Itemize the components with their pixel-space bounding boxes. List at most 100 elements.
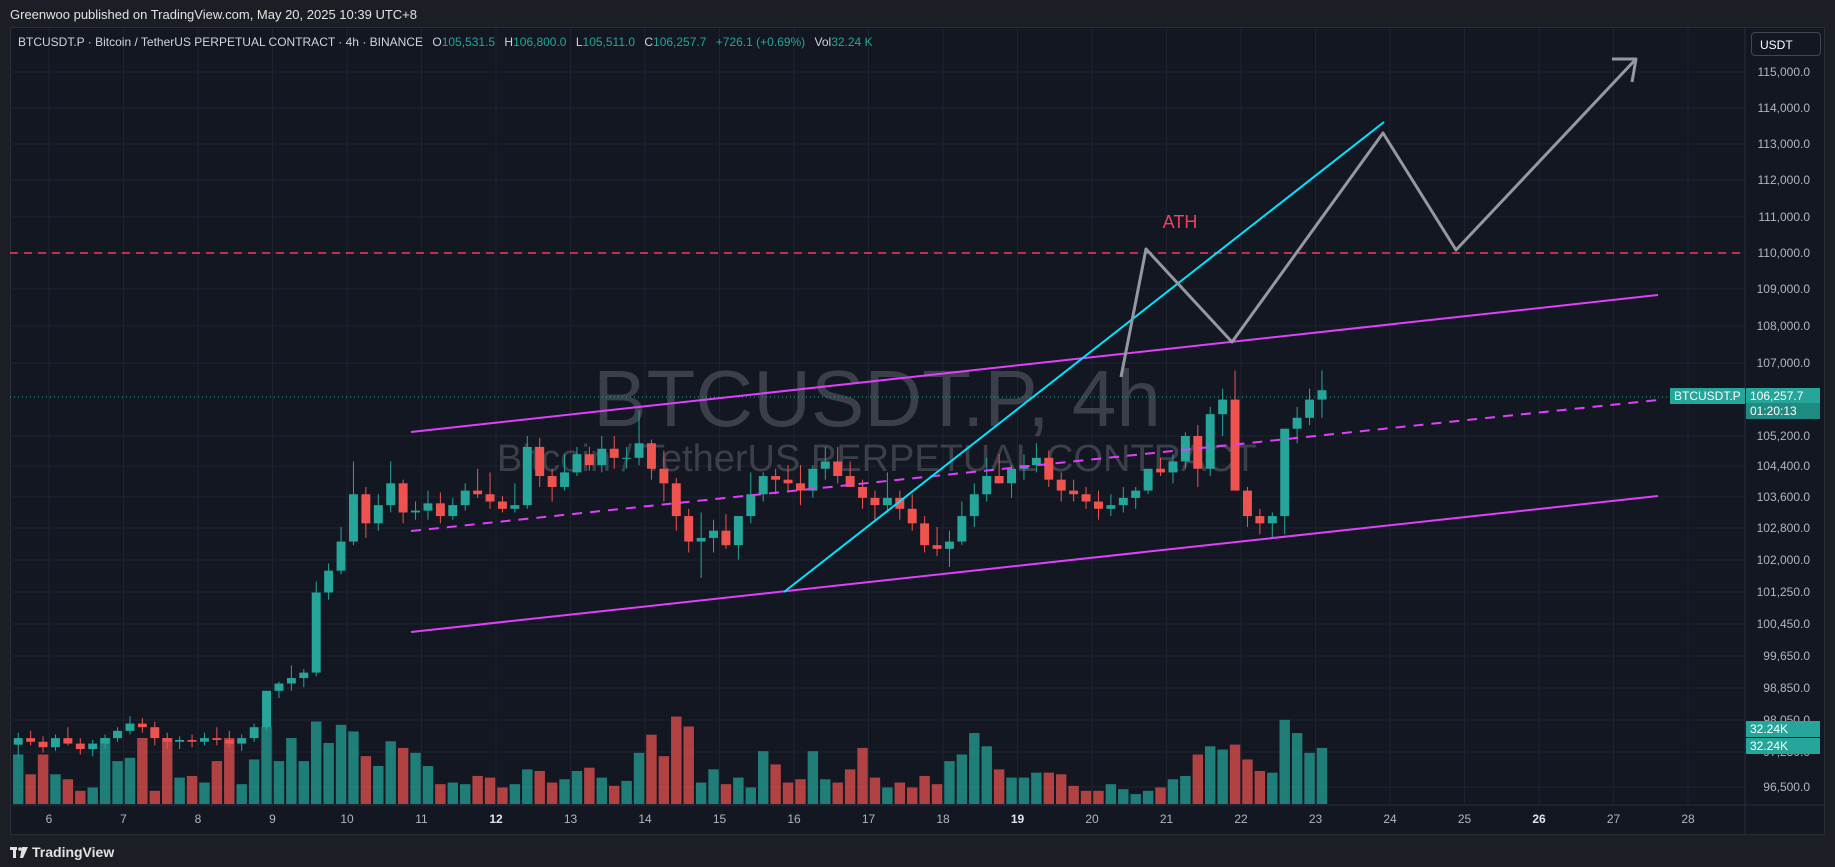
volume-bar	[981, 746, 992, 804]
volume-bar	[571, 771, 583, 804]
candle-body	[957, 516, 967, 542]
volume-bar	[75, 790, 86, 804]
price-axis-label: 105,200.0	[1757, 429, 1811, 443]
candle-body	[907, 508, 917, 524]
candle-body	[237, 738, 247, 744]
legend-vol-value: 32.24 K	[831, 35, 873, 49]
volume-bar	[497, 787, 508, 804]
volume-bar	[844, 769, 856, 804]
footer: TradingView	[0, 835, 1835, 867]
price-axis-label: 112,000.0	[1758, 173, 1811, 187]
time-axis-label: 18	[936, 812, 950, 826]
price-axis-label: 98,850.0	[1763, 681, 1810, 695]
candle-body	[175, 739, 185, 742]
candle-body	[1106, 505, 1116, 509]
candle-body	[547, 476, 557, 487]
candle-body	[1218, 399, 1228, 415]
time-axis-label: 14	[638, 812, 652, 826]
candle-body	[1007, 468, 1017, 484]
candle-body	[1168, 461, 1178, 473]
candle-body	[746, 494, 756, 517]
volume-bar	[882, 787, 893, 804]
candle-body	[38, 741, 48, 748]
candle-body	[26, 738, 36, 742]
volume-bar	[646, 734, 657, 804]
candle-body	[473, 490, 483, 495]
volume-bar	[522, 769, 533, 804]
candle-body	[150, 727, 160, 739]
candle-body	[1242, 490, 1252, 517]
price-axis-label: 109,000.0	[1757, 282, 1811, 296]
candle-body	[709, 530, 719, 538]
candle-body	[324, 570, 334, 593]
time-axis-label: 25	[1458, 812, 1472, 826]
volume-bar	[124, 757, 136, 804]
volume-bar	[1130, 794, 1141, 804]
candle-body	[1069, 490, 1079, 495]
volume-bar	[137, 738, 148, 804]
volume-bar	[1118, 789, 1129, 804]
time-axis-label: 23	[1309, 812, 1323, 826]
price-axis-label: 108,000.0	[1757, 319, 1811, 333]
candle-body	[361, 494, 371, 524]
symbol-legend[interactable]: BTCUSDT.P · Bitcoin / TetherUS PERPETUAL…	[18, 35, 873, 49]
volume-bar	[335, 724, 347, 804]
currency-selector[interactable]: USDT	[1751, 32, 1821, 56]
projection-path	[1119, 58, 1637, 378]
candle-body	[100, 738, 110, 744]
volume-bar	[534, 771, 545, 804]
tradingview-logo[interactable]: TradingView	[10, 844, 114, 860]
candle-body	[137, 723, 147, 728]
candle-body	[88, 743, 98, 750]
candle-body	[286, 678, 296, 684]
grid-lines	[10, 28, 1745, 805]
candle-body	[1205, 414, 1215, 469]
legend-symbol[interactable]: BTCUSDT.P · Bitcoin / TetherUS PERPETUAL…	[18, 35, 423, 49]
volume-bar	[1031, 772, 1042, 804]
legend-low-label: L	[575, 35, 583, 49]
volume-bar	[708, 769, 719, 804]
volume-bar	[199, 782, 210, 804]
projection-arrowhead	[1612, 57, 1638, 83]
candle-body	[274, 683, 284, 691]
volume-bar	[1242, 759, 1253, 804]
candle-body	[336, 541, 346, 571]
volume-bar	[360, 756, 372, 804]
volume-bar	[1043, 772, 1055, 804]
candle-body	[373, 505, 383, 524]
time-axis-label: 8	[195, 812, 202, 826]
volume-bar	[757, 751, 769, 804]
candle-body	[162, 738, 172, 742]
legend-vol-label: Vol	[814, 35, 832, 49]
volume-bar	[236, 784, 247, 804]
legend-high-label: H	[504, 35, 514, 49]
candle-body	[845, 476, 855, 487]
volume-bar	[422, 766, 434, 804]
candle-body	[497, 501, 507, 509]
volume-bar	[1055, 774, 1067, 804]
candle-body	[584, 454, 594, 466]
candle-body	[733, 516, 743, 546]
volume-bar	[1142, 790, 1154, 804]
volume-tag-2: 32.24K	[1746, 738, 1820, 754]
volume-bar	[1204, 746, 1216, 804]
time-axis-label: 19	[1011, 812, 1025, 826]
volume-bar	[857, 747, 868, 804]
time-axis-label: 13	[564, 812, 578, 826]
volume-bar	[956, 754, 968, 804]
watermark-symbol: BTCUSDT.P, 4h	[593, 354, 1161, 443]
price-axis-label: 107,000.0	[1757, 356, 1811, 370]
volume-bar	[447, 782, 459, 804]
legend-high-value: 106,800.0	[513, 35, 567, 49]
volume-bar	[112, 761, 123, 804]
candle-body	[783, 479, 793, 484]
volume-bar	[435, 784, 446, 804]
candle-body	[411, 510, 421, 513]
candle-body	[1044, 457, 1054, 480]
volume-bar	[1018, 777, 1030, 804]
volume-bar	[211, 761, 223, 804]
volume-bar	[509, 784, 521, 804]
candle-body	[199, 738, 209, 742]
candle-body	[1255, 516, 1265, 524]
